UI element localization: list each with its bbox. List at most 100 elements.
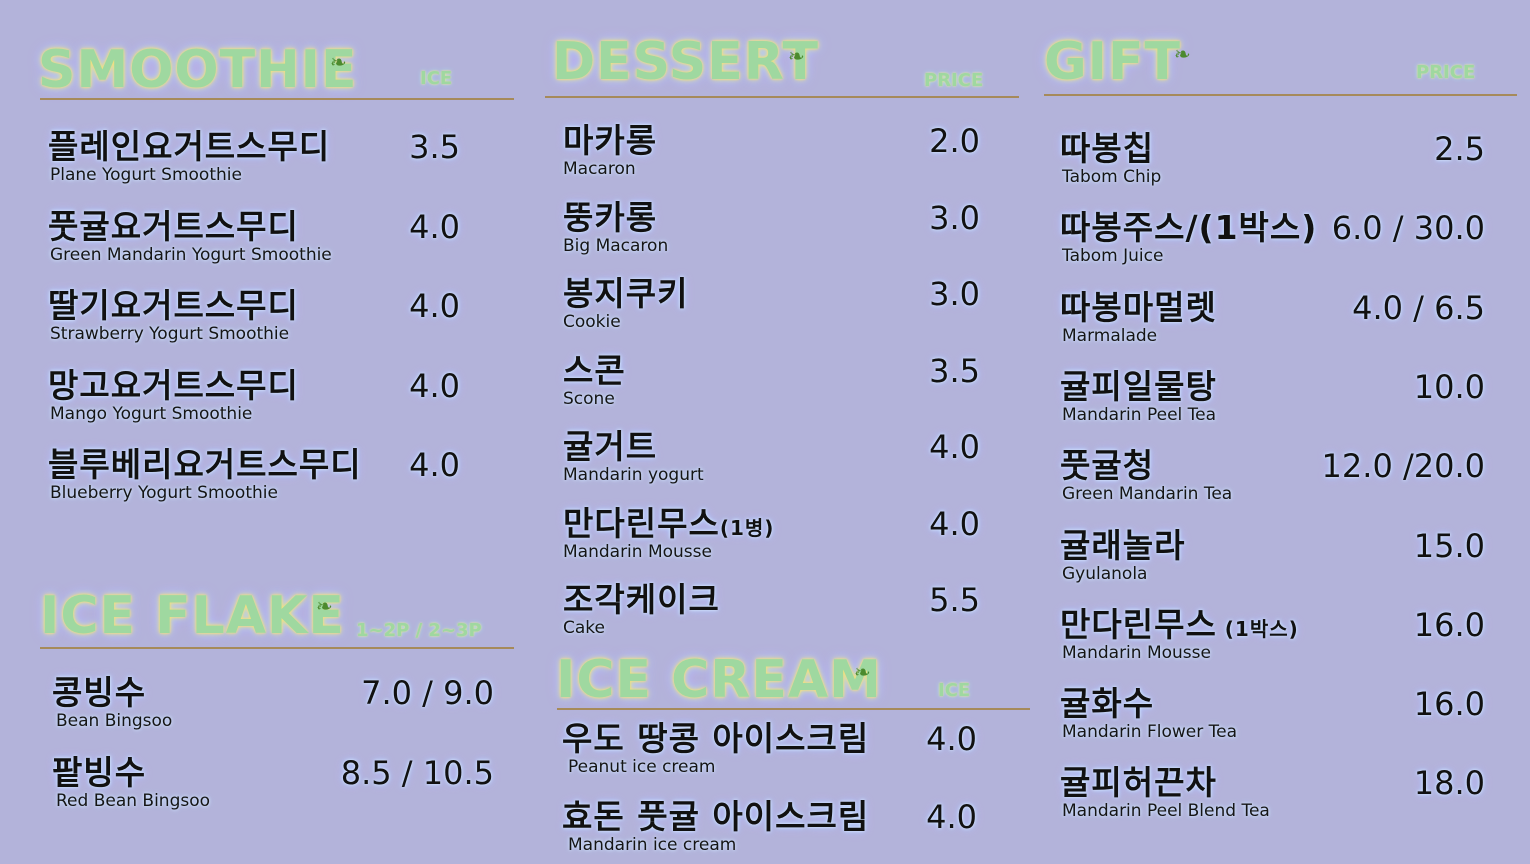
menu-item: 스콘 Scone: [563, 354, 626, 408]
item-name-ko: 망고요거트스무디: [48, 369, 299, 402]
item-name-en: Red Bean Bingsoo: [56, 791, 211, 811]
leaf-icon: ❧: [330, 50, 347, 74]
item-name-ko-text: 귤피허끈차: [1060, 763, 1217, 803]
menu-item: 딸기요거트스무디 Strawberry Yogurt Smoothie: [48, 289, 299, 343]
item-name-ko-text: 우도 땅콩 아이스크림: [562, 719, 870, 758]
gift-title: GIFT: [1044, 32, 1182, 92]
item-name-ko: 뚱카롱: [563, 201, 668, 234]
menu-item: 귤래놀라 Gyulanola: [1060, 529, 1185, 583]
dessert-divider: [545, 96, 1019, 98]
menu-item: 봉지쿠키 Cookie: [563, 277, 688, 331]
item-price: 4.0: [929, 504, 980, 543]
item-name-ko: 딸기요거트스무디: [48, 289, 299, 322]
ice-flake-col-head: 1~2P / 2~3P: [356, 620, 482, 641]
menu-item: 플레인요거트스무디 Plane Yogurt Smoothie: [48, 130, 330, 184]
ice-flake-divider: [40, 647, 514, 649]
item-name-ko: 만다린무스 (1박스): [1060, 608, 1299, 641]
item-name-ko: 따봉칩: [1060, 132, 1161, 165]
menu-item: 풋귤요거트스무디 Green Mandarin Yogurt Smoothie: [48, 210, 332, 264]
item-name-ko: 풋귤청: [1060, 449, 1232, 482]
item-price: 4.0: [929, 428, 980, 466]
item-name-ko-text: 풋귤요거트스무디: [48, 206, 299, 246]
item-name-en: Big Macaron: [563, 235, 669, 256]
menu-item: 풋귤청 Green Mandarin Tea: [1060, 449, 1232, 503]
dessert-title: DESSERT: [552, 32, 819, 92]
item-price: 4.0: [409, 207, 460, 246]
item-name-ko-text: 콩빙수: [52, 673, 147, 712]
menu-item: 귤화수 Mandarin Flower Tea: [1060, 687, 1237, 741]
ice-flake-title: ICE FLAKE: [40, 586, 345, 646]
item-price: 3.5: [929, 351, 980, 390]
item-name-ko: 효돈 풋귤 아이스크림: [562, 800, 869, 833]
item-price: 4.0: [926, 798, 977, 836]
item-name-ko-note: (1박스): [1216, 616, 1299, 641]
item-name-en: Mandarin Mousse: [1062, 642, 1211, 663]
item-name-ko-text: 플레인요거트스무디: [48, 127, 331, 166]
item-price: 4.0: [409, 446, 460, 484]
item-price: 12.0 /20.0: [1321, 447, 1485, 486]
item-name-ko-text: 효돈 풋귤 아이스크림: [562, 797, 870, 836]
gift-divider: [1044, 94, 1517, 96]
gift-col-head: PRICE: [1416, 62, 1476, 83]
item-name-en: Blueberry Yogurt Smoothie: [50, 483, 278, 503]
item-name-en: Peanut ice cream: [568, 757, 716, 777]
item-name-ko: 만다린무스(1병): [563, 507, 774, 540]
item-name-ko: 조각케이크: [563, 583, 720, 616]
item-name-en: Cookie: [563, 312, 621, 332]
item-name-ko: 봉지쿠키: [563, 277, 688, 310]
item-name-ko: 우도 땅콩 아이스크림: [562, 722, 869, 755]
item-price: 18.0: [1413, 764, 1485, 803]
item-name-en: Bean Bingsoo: [56, 711, 173, 731]
ice-cream-title: ICE CREAM: [556, 650, 882, 710]
leaf-icon: ❧: [854, 660, 871, 684]
item-price: 2.0: [929, 122, 980, 160]
item-name-en: Mandarin Flower Tea: [1062, 722, 1237, 743]
item-name-en: Cake: [563, 618, 605, 638]
item-price: 3.5: [409, 128, 460, 166]
item-price: 3.0: [929, 198, 980, 237]
menu-item: 만다린무스 (1박스) Mandarin Mousse: [1060, 608, 1299, 662]
item-name-ko-text: 귤화수: [1060, 684, 1155, 724]
item-price: 16.0: [1413, 605, 1485, 644]
ice-cream-divider: [557, 708, 1030, 710]
menu-item: 콩빙수 Bean Bingsoo: [52, 676, 172, 730]
item-name-en: Plane Yogurt Smoothie: [50, 165, 242, 185]
item-name-ko: 풋귤요거트스무디: [48, 210, 332, 243]
menu-item: 따봉마멀렛 Marmalade: [1060, 291, 1217, 345]
item-name-en: Mandarin yogurt: [563, 465, 704, 485]
item-name-ko: 플레인요거트스무디: [48, 130, 330, 163]
item-name-ko: 마카롱: [563, 124, 657, 157]
item-name-ko-text: 만다린무스: [563, 503, 720, 543]
menu-item: 우도 땅콩 아이스크림 Peanut ice cream: [562, 722, 869, 776]
item-price: 4.0: [409, 366, 460, 405]
item-price: 4.0 / 6.5: [1352, 288, 1485, 327]
menu-item: 마카롱 Macaron: [563, 124, 657, 178]
menu-item: 귤피허끈차 Mandarin Peel Blend Tea: [1060, 766, 1270, 820]
item-name-ko-text: 딸기요거트스무디: [48, 286, 299, 325]
leaf-icon: ❧: [1174, 42, 1191, 66]
menu-item: 따봉칩 Tabom Chip: [1060, 132, 1161, 186]
ice-cream-col-head: ICE: [938, 680, 971, 701]
item-price: 2.5: [1434, 130, 1485, 168]
smoothie-col-head: ICE: [420, 68, 453, 89]
item-name-en: Strawberry Yogurt Smoothie: [50, 324, 290, 344]
item-price: 10.0: [1413, 367, 1485, 406]
menu-item: 블루베리요거트스무디 Blueberry Yogurt Smoothie: [48, 448, 362, 502]
item-name-ko-text: 마카롱: [563, 121, 658, 160]
menu-item: 팥빙수 Red Bean Bingsoo: [52, 756, 210, 810]
menu-item: 귤피일물탕 Mandarin Peel Tea: [1060, 370, 1217, 424]
item-name-ko: 귤피허끈차: [1060, 766, 1270, 799]
item-name-en: Tabom Chip: [1062, 167, 1162, 187]
item-name-ko: 따봉마멀렛: [1060, 291, 1217, 324]
item-price: 7.0 / 9.0: [361, 674, 494, 712]
item-name-ko: 귤래놀라: [1060, 529, 1185, 562]
item-name-ko-text: 귤거트: [563, 427, 658, 466]
item-name-en: Green Mandarin Tea: [1062, 484, 1233, 505]
item-name-ko: 따봉주스/(1박스): [1060, 211, 1317, 244]
item-name-ko: 블루베리요거트스무디: [48, 448, 362, 481]
item-name-en: Green Mandarin Yogurt Smoothie: [50, 244, 332, 265]
item-name-en: Mango Yogurt Smoothie: [50, 403, 253, 424]
item-name-en: Scone: [563, 388, 615, 409]
item-name-ko: 팥빙수: [52, 756, 210, 789]
menu-item: 뚱카롱 Big Macaron: [563, 201, 668, 255]
